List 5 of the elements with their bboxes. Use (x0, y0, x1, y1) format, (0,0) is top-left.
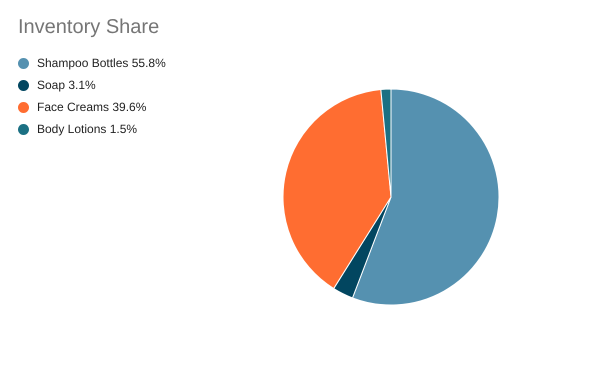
legend-label: Soap 3.1% (37, 78, 96, 92)
legend-label: Face Creams 39.6% (37, 100, 146, 114)
legend-label: Shampoo Bottles 55.8% (37, 56, 166, 70)
chart-title: Inventory Share (18, 16, 160, 39)
legend-label: Body Lotions 1.5% (37, 122, 138, 136)
